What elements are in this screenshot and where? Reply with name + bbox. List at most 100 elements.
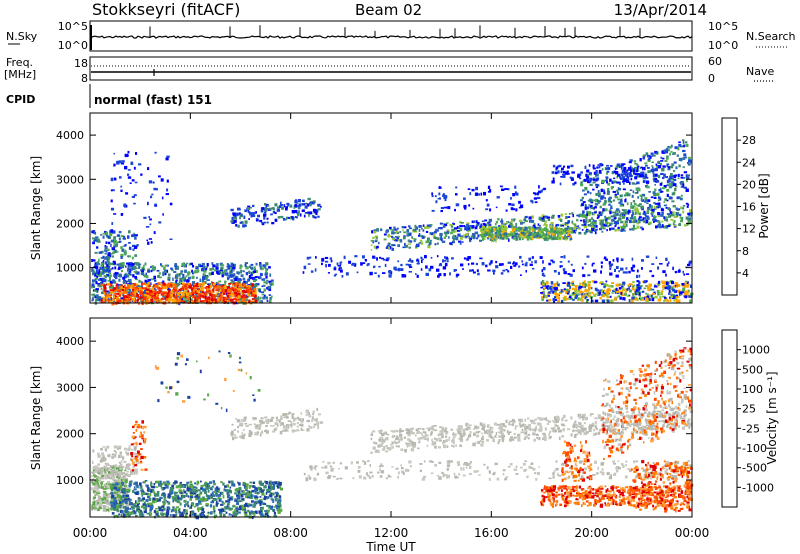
echo-cell bbox=[584, 165, 587, 169]
echo-cell bbox=[140, 173, 143, 176]
echo-cell bbox=[118, 492, 122, 494]
echo-cell bbox=[408, 232, 412, 236]
nave-tick-top: 60 bbox=[708, 55, 722, 68]
echo-cell bbox=[125, 484, 128, 488]
echo-cell bbox=[188, 294, 192, 297]
echo-cell bbox=[249, 265, 251, 268]
echo-cell bbox=[230, 269, 233, 273]
echo-cell bbox=[452, 234, 455, 238]
echo-cell bbox=[263, 294, 266, 297]
echo-cell bbox=[325, 264, 327, 268]
echo-cell bbox=[572, 226, 576, 231]
echo-cell bbox=[425, 230, 429, 233]
echo-cell bbox=[430, 256, 433, 259]
echo-cell bbox=[143, 268, 146, 271]
echo-cell bbox=[610, 186, 614, 190]
echo-cell bbox=[600, 283, 604, 286]
echo-cell bbox=[113, 275, 115, 277]
echo-cell bbox=[680, 145, 683, 148]
echo-cell bbox=[444, 206, 448, 209]
echo-cell bbox=[581, 266, 584, 270]
echo-cell bbox=[627, 176, 630, 180]
echo-cell bbox=[120, 478, 124, 483]
echo-cell bbox=[106, 260, 110, 263]
echo-cell bbox=[633, 160, 637, 163]
echo-cell bbox=[235, 223, 238, 227]
echo-cell bbox=[586, 169, 590, 173]
echo-cell bbox=[650, 294, 653, 298]
echo-cell bbox=[101, 497, 104, 501]
echo-cell bbox=[115, 277, 118, 280]
echo-cell bbox=[515, 222, 518, 227]
echo-cell bbox=[240, 221, 243, 223]
echo-cell bbox=[665, 273, 667, 277]
echo-cell bbox=[615, 171, 619, 175]
echo-cell bbox=[242, 221, 244, 224]
echo-cell bbox=[126, 296, 130, 298]
echo-cell bbox=[269, 299, 272, 303]
echo-cell bbox=[673, 178, 677, 181]
echo-cell bbox=[568, 227, 572, 230]
echo-cell bbox=[598, 169, 602, 174]
echo-cell bbox=[97, 475, 100, 479]
echo-cell bbox=[219, 270, 222, 275]
echo-cell bbox=[311, 201, 315, 205]
echo-cell bbox=[541, 218, 545, 222]
echo-cell bbox=[585, 230, 589, 232]
echo-cell bbox=[615, 290, 620, 293]
echo-cell bbox=[632, 190, 635, 194]
echo-cell bbox=[127, 265, 130, 269]
echo-cell bbox=[250, 266, 254, 270]
echo-cell bbox=[495, 206, 498, 209]
echo-cell bbox=[111, 222, 114, 225]
echo-cell bbox=[128, 301, 132, 304]
echo-cell bbox=[479, 257, 483, 260]
echo-cell bbox=[339, 261, 343, 263]
echo-cell bbox=[393, 266, 397, 270]
echo-cell bbox=[99, 502, 103, 506]
echo-cell bbox=[162, 280, 165, 284]
echo-cell bbox=[681, 285, 685, 287]
echo-cell bbox=[505, 209, 508, 212]
echo-cell bbox=[568, 212, 571, 215]
echo-cell bbox=[474, 192, 478, 196]
echo-cell bbox=[642, 167, 645, 170]
echo-cell bbox=[290, 216, 293, 220]
echo-cell bbox=[595, 183, 599, 186]
echo-cell bbox=[580, 213, 585, 217]
echo-cell bbox=[548, 262, 552, 266]
echo-cell bbox=[218, 300, 222, 303]
echo-cell bbox=[227, 292, 232, 295]
echo-cell bbox=[416, 274, 419, 278]
echo-cell bbox=[669, 211, 673, 215]
echo-cell bbox=[123, 295, 126, 299]
echo-cell bbox=[95, 262, 100, 266]
echo-cell bbox=[228, 276, 231, 278]
echo-cell bbox=[686, 273, 690, 275]
echo-cell bbox=[548, 286, 551, 290]
echo-cell bbox=[324, 260, 329, 263]
echo-cell bbox=[675, 166, 678, 170]
echo-cell bbox=[590, 207, 594, 210]
echo-cell bbox=[624, 290, 627, 293]
echo-cell bbox=[598, 165, 601, 169]
echo-cell bbox=[469, 269, 472, 272]
echo-cell bbox=[237, 280, 241, 284]
echo-cell bbox=[179, 296, 182, 300]
echo-cell bbox=[158, 221, 162, 224]
echo-cell bbox=[376, 257, 378, 261]
echo-cell bbox=[621, 226, 626, 229]
echo-cell bbox=[637, 173, 641, 175]
echo-cell bbox=[501, 263, 504, 266]
echo-cell bbox=[112, 475, 115, 480]
echo-cell bbox=[101, 481, 103, 485]
echo-cell bbox=[636, 181, 640, 185]
echo-cell bbox=[632, 206, 634, 209]
echo-cell bbox=[338, 267, 341, 271]
echo-cell bbox=[557, 299, 561, 303]
echo-cell bbox=[124, 252, 127, 256]
echo-cell bbox=[328, 263, 331, 267]
echo-cell bbox=[153, 268, 157, 271]
echo-cell bbox=[185, 299, 189, 303]
echo-cell bbox=[192, 289, 195, 293]
